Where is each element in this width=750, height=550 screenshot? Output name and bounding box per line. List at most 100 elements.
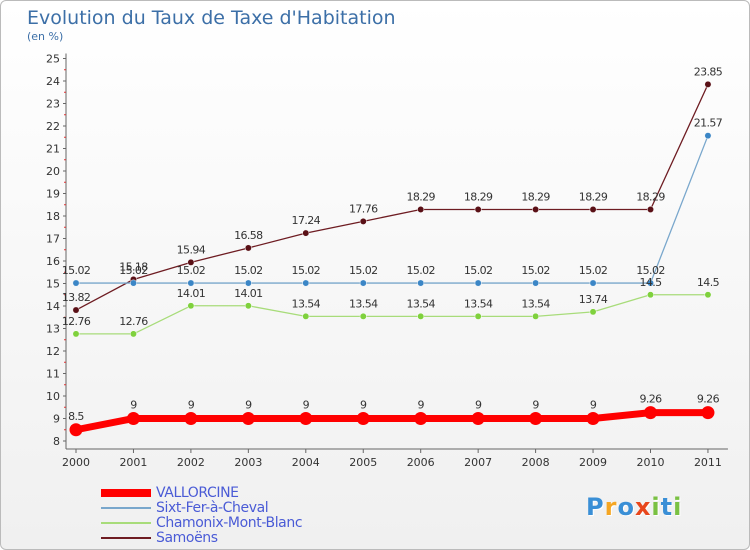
data-point [130,279,137,287]
data-label: 15.02 [349,264,378,277]
legend-swatch-samoens [101,536,151,539]
y-tick-label: 15 [46,278,60,291]
legend-swatch-vallorcine [101,488,151,497]
x-tick-label: 2007 [464,456,492,469]
x-tick-label: 2008 [522,456,550,469]
logo-letter: x [634,493,652,521]
proxiti-logo: Proxiti [586,493,682,521]
data-label: 9 [417,399,424,412]
data-point [244,302,252,310]
data-point [126,412,140,425]
y-tick-label: 11 [46,368,60,381]
legend-label: Chamonix-Mont-Blanc [156,514,303,531]
logo-letter: i [651,493,661,521]
legend-label: Samoëns [156,529,218,546]
x-tick-label: 2005 [349,456,377,469]
data-point [359,217,367,225]
data-label: 13.54 [521,297,550,310]
data-point [589,279,597,287]
data-label: 9 [360,399,367,412]
x-tick-label: 2004 [292,456,320,469]
data-point [701,406,715,420]
y-tick-label: 21 [46,143,60,156]
data-point [72,279,80,287]
data-point [244,244,252,252]
data-point [471,412,485,425]
x-tick-label: 2001 [119,456,147,469]
data-label: 15.02 [119,264,148,277]
data-point [532,206,540,213]
data-point [356,412,370,425]
data-point [302,312,310,320]
data-label: 15.02 [464,264,493,277]
data-label: 12.76 [119,315,148,328]
y-tick-label: 20 [46,165,60,178]
data-label: 13.82 [62,291,91,304]
legend-item: Samoëns [101,529,302,546]
chart-title: Evolution du Taux de Taxe d'Habitation [27,7,396,29]
data-point [417,312,425,320]
y-tick-label: 8 [53,435,60,448]
data-label: 12.76 [62,315,91,328]
data-label: 15.94 [177,243,206,256]
y-tick-label: 22 [46,120,60,133]
y-tick-label: 10 [46,390,60,403]
data-point [184,412,198,425]
data-label: 15.02 [636,264,665,277]
data-point [532,312,540,320]
data-point [704,291,712,299]
chart-subtitle: (en %) [27,30,64,43]
legend-item: Chamonix-Mont-Blanc [101,514,303,531]
data-point [474,279,482,287]
data-point [359,312,367,320]
data-label: 9.26 [639,393,662,406]
x-tick-label: 2011 [694,456,722,469]
data-label: 13.54 [349,297,378,310]
data-label: 18.29 [521,190,550,203]
y-tick-label: 25 [46,53,60,66]
data-point [647,291,654,299]
data-point [644,406,657,420]
series-line [75,84,709,311]
data-label: 9 [245,399,252,412]
logo-letter: r [604,493,618,521]
data-label: 9 [590,399,597,412]
data-label: 9 [303,399,310,412]
data-label: 15.02 [579,264,608,277]
data-label: 9 [532,399,539,412]
data-point [586,412,600,425]
x-tick-label: 2003 [234,456,262,469]
x-tick-label: 2000 [62,456,90,469]
data-label: 9 [475,399,482,412]
x-tick-label: 2006 [407,456,435,469]
data-label: 9.26 [697,393,720,406]
data-label: 18.29 [636,190,665,203]
series-line [76,135,709,284]
data-label: 9 [130,399,137,412]
data-point [704,80,712,88]
data-point [72,330,80,338]
logo-letter: t [660,493,674,521]
series-line [76,294,708,335]
data-point [417,279,425,287]
legend-label: Sixt-Fer-à-Cheval [156,499,269,516]
data-label: 8.5 [68,410,84,423]
legend-item: VALLORCINE [101,485,302,501]
data-point [417,206,425,213]
data-point [589,308,597,316]
y-tick-label: 16 [46,255,60,268]
data-label: 16.58 [234,229,263,242]
y-tick-label: 14 [46,300,60,313]
data-label: 15.18 [119,260,148,273]
data-label: 13.74 [579,293,608,306]
data-point [302,279,310,287]
data-point [589,206,597,213]
legend-item: Sixt-Fer-à-Cheval [101,499,302,516]
data-label: 14.01 [234,287,263,300]
legend-swatch-chamonix [101,521,151,524]
x-tick-label: 2009 [579,456,607,469]
data-point [474,312,482,320]
data-point [187,279,195,287]
